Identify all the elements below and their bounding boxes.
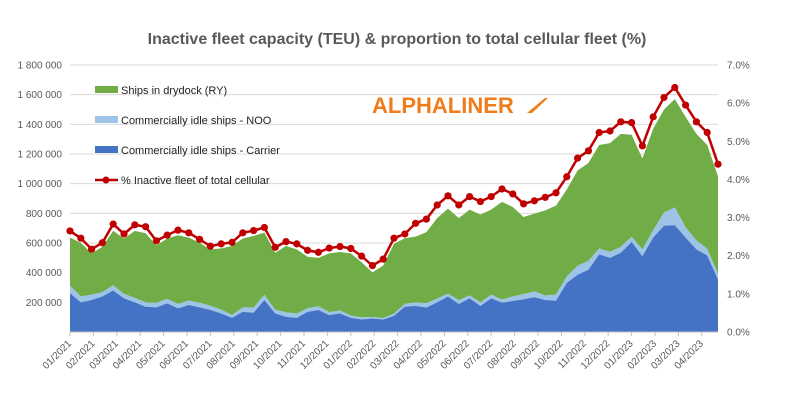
- pct-marker: [584, 147, 593, 155]
- pct-marker: [412, 219, 420, 227]
- pct-marker: [422, 215, 430, 223]
- pct-marker: [498, 185, 506, 193]
- left-axis-tick-label: 1 600 000: [18, 90, 63, 101]
- pct-marker: [314, 248, 322, 256]
- legend-label: Commercially idle ships - NOO: [121, 115, 272, 127]
- pct-marker: [293, 240, 301, 248]
- pct-marker: [228, 238, 236, 246]
- area-drydock: [70, 99, 718, 319]
- pct-marker: [628, 118, 636, 127]
- pct-marker: [476, 197, 484, 206]
- pct-marker: [325, 244, 333, 252]
- pct-marker: [714, 160, 722, 168]
- stacked-areas: [70, 99, 718, 332]
- pct-marker: [595, 128, 603, 137]
- left-axis-tick-label: 200 000: [26, 298, 63, 309]
- right-axis-tick-label: 0.0%: [727, 328, 750, 339]
- pct-marker: [638, 142, 647, 150]
- pct-marker: [174, 226, 182, 234]
- pct-marker: [120, 230, 128, 238]
- left-axis-tick-label: 400 000: [26, 268, 63, 279]
- left-axis-tick-label: 600 000: [26, 239, 63, 250]
- right-axis-tick-label: 3.0%: [727, 213, 750, 224]
- pct-marker: [530, 197, 539, 205]
- pct-marker: [109, 220, 117, 228]
- right-axis-tick-label: 4.0%: [727, 175, 750, 186]
- legend-swatch: [95, 116, 118, 123]
- pct-marker: [563, 173, 571, 181]
- pct-marker: [196, 235, 204, 243]
- pct-marker: [671, 83, 679, 92]
- left-axis-tick-label: 800 000: [26, 209, 63, 220]
- pct-marker: [185, 229, 193, 237]
- pct-line-series: [66, 83, 722, 270]
- pct-marker: [347, 244, 355, 253]
- pct-marker: [260, 223, 268, 232]
- legend-label: % Inactive fleet of total cellular: [121, 175, 270, 187]
- pct-marker: [444, 192, 452, 200]
- pct-marker: [692, 118, 701, 126]
- pct-marker: [520, 200, 528, 208]
- pct-marker: [250, 226, 258, 235]
- pct-marker: [77, 234, 85, 242]
- pct-marker: [88, 245, 96, 253]
- pct-marker: [98, 239, 106, 247]
- chart-title: Inactive fleet capacity (TEU) & proporti…: [148, 31, 647, 48]
- pct-marker: [466, 192, 474, 201]
- pct-marker: [682, 101, 690, 109]
- right-axis-tick-label: 7.0%: [727, 61, 750, 72]
- logo-text: ALPHALINER: [372, 93, 514, 118]
- left-axis-tick-label: 1 200 000: [18, 150, 63, 161]
- pct-marker: [660, 93, 668, 102]
- area-idle-noo: [70, 207, 718, 320]
- pct-marker: [163, 231, 171, 239]
- pct-marker: [455, 201, 463, 209]
- pct-marker: [142, 223, 150, 231]
- pct-marker: [390, 234, 398, 242]
- right-axis-tick-label: 2.0%: [727, 251, 750, 262]
- pct-marker: [368, 262, 376, 270]
- pct-marker: [574, 154, 582, 162]
- pct-marker: [401, 230, 409, 238]
- legend-label: Commercially idle ships - Carrier: [121, 145, 280, 157]
- pct-marker: [152, 237, 160, 245]
- pct-marker: [304, 246, 312, 254]
- legend: Ships in drydock (RY) Commercially idle s…: [95, 85, 280, 187]
- legend-label: Ships in drydock (RY): [121, 85, 227, 97]
- right-axis-tick-label: 1.0%: [727, 289, 750, 300]
- legend-swatch: [95, 86, 118, 93]
- pct-marker: [509, 190, 517, 198]
- pct-marker: [239, 229, 247, 237]
- right-axis-tick-label: 5.0%: [727, 137, 750, 148]
- logo-swoosh-icon: [527, 98, 548, 113]
- right-axis-tick-label: 6.0%: [727, 99, 750, 110]
- pct-marker: [131, 221, 139, 229]
- legend-swatch-marker: [102, 176, 110, 184]
- pct-marker: [217, 240, 225, 248]
- pct-marker: [379, 255, 387, 263]
- area-idle-carrier: [70, 225, 718, 332]
- pct-marker: [617, 118, 625, 126]
- pct-marker: [606, 127, 614, 135]
- pct-marker: [703, 128, 711, 137]
- legend-swatch: [95, 146, 118, 153]
- pct-marker: [358, 252, 366, 260]
- pct-marker: [487, 192, 495, 201]
- left-axis-tick-label: 1 000 000: [18, 179, 63, 190]
- pct-marker: [206, 242, 214, 250]
- left-axis-tick-label: 1 800 000: [18, 61, 63, 72]
- alphaliner-logo: ALPHALINER: [372, 93, 548, 118]
- pct-marker: [433, 201, 441, 209]
- pct-marker: [282, 238, 290, 246]
- pct-marker: [541, 193, 549, 201]
- left-axis-tick-label: 1 400 000: [18, 120, 63, 131]
- pct-marker: [552, 189, 560, 197]
- pct-marker: [336, 242, 344, 251]
- pct-marker: [649, 113, 657, 121]
- pct-marker: [271, 243, 279, 251]
- pct-marker: [66, 227, 74, 235]
